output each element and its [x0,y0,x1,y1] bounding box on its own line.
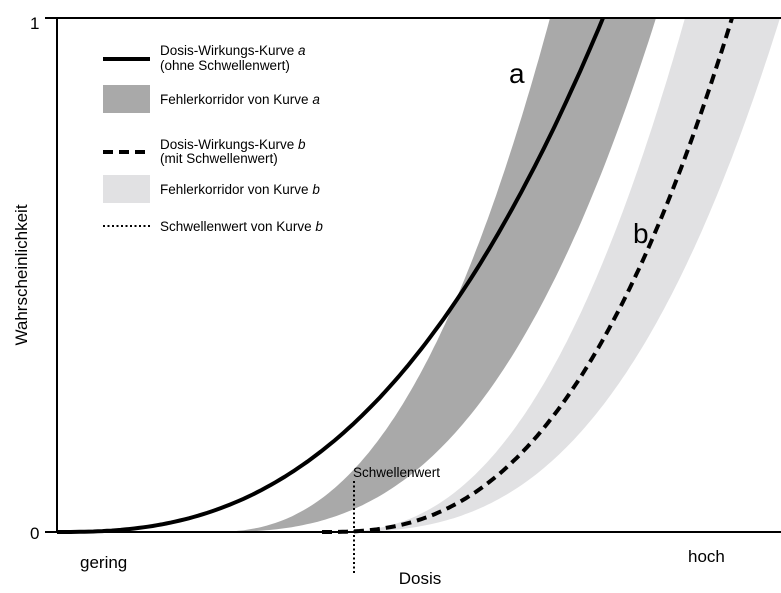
y-axis-title: Wahrscheinlichkeit [12,204,31,345]
legend-label-band-a: Fehlerkorridor von Kurve a [160,92,320,107]
curve-a-label: a [509,58,525,89]
x-tick-label-high: hoch [688,547,725,566]
curve-b-label: b [633,218,649,249]
dose-response-curve-b [322,17,734,534]
legend-label-threshold-b: Schwellenwert von Kurve b [160,219,323,234]
legend-sublabel-curve-b: (mit Schwellenwert) [160,151,278,166]
y-tick-label-bottom: 0 [30,524,39,543]
legend-swatch-band-a [103,85,150,113]
legend-swatch-band-b [103,175,150,203]
dose-response-curve-a [57,17,605,534]
legend: Dosis-Wirkungs-Kurve a (ohne Schwellenwe… [103,43,323,234]
threshold-annotation: Schwellenwert [353,465,440,480]
legend-label-curve-b: Dosis-Wirkungs-Kurve b [160,137,306,152]
x-axis-title: Dosis [399,569,442,588]
error-band-b [330,18,780,532]
legend-label-band-b: Fehlerkorridor von Kurve b [160,182,320,197]
legend-sublabel-curve-a: (ohne Schwellenwert) [160,58,290,73]
x-tick-label-low: gering [80,553,127,572]
y-tick-label-top: 1 [30,14,39,33]
legend-label-curve-a: Dosis-Wirkungs-Kurve a [160,43,306,58]
